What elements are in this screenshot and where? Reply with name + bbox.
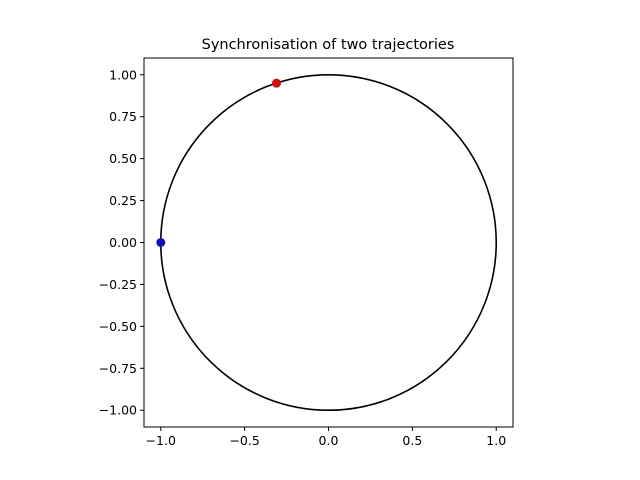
y-tick-label: −0.25: [99, 277, 137, 292]
y-tick-label: 0.00: [109, 235, 137, 250]
x-tick-label: −1.0: [146, 433, 176, 448]
y-tick-label: 0.75: [109, 109, 137, 124]
x-tick-label: −0.5: [229, 433, 259, 448]
trajectory-circle: [159, 73, 498, 412]
chart-title: Synchronisation of two trajectories: [202, 37, 455, 53]
y-tick-label: 0.50: [109, 151, 137, 166]
x-tick-label: 0.5: [402, 433, 422, 448]
y-tick-label: 0.25: [109, 193, 137, 208]
y-tick-label: −1.00: [99, 403, 137, 418]
y-tick-label: −0.50: [99, 319, 137, 334]
y-tick-label: −0.75: [99, 361, 137, 376]
y-tick-label: 1.00: [109, 67, 137, 82]
trajectory-point-1: [272, 78, 282, 88]
trajectory-point-2: [156, 238, 166, 247]
plot-frame: [143, 57, 514, 428]
x-tick-label: 1.0: [486, 433, 506, 448]
x-tick-label: 0.0: [319, 433, 339, 448]
